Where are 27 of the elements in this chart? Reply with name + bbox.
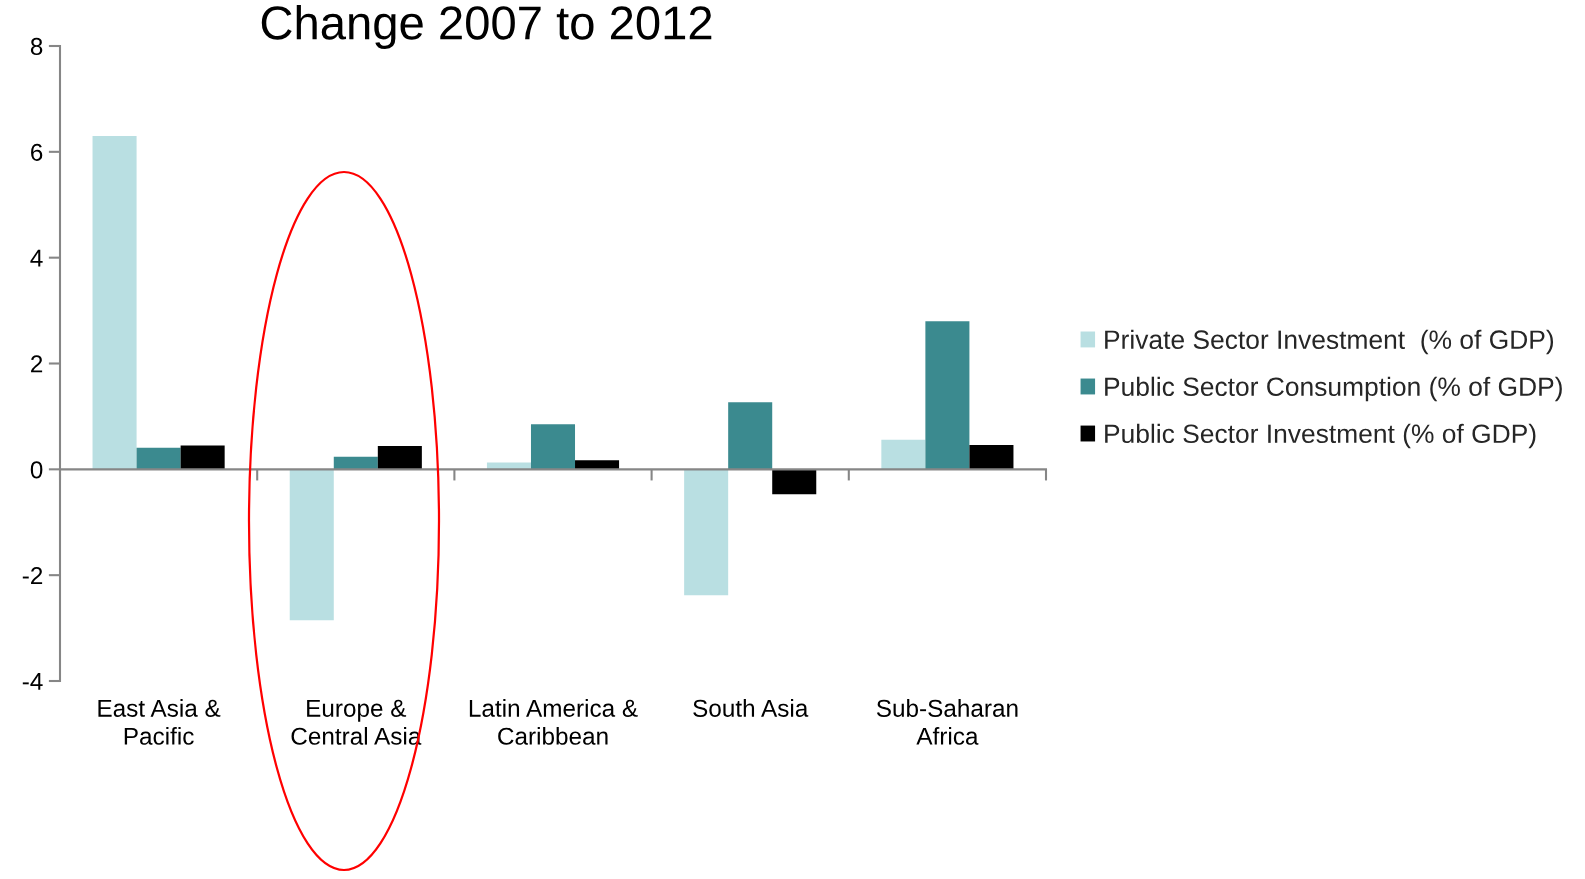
y-tick-label: -2 <box>22 567 43 584</box>
x-tick-label: Latin America & Caribbean <box>469 699 638 745</box>
y-tick-label: 0 <box>30 461 43 479</box>
chart-title: Change 2007 to 2012 <box>261 4 712 50</box>
bar <box>289 469 334 621</box>
x-tick-label: South Asia <box>693 699 809 717</box>
bar <box>180 445 225 470</box>
legend-label: Public Sector Consumption (% of GDP) <box>1105 376 1562 402</box>
legend-label: Private Sector Investment (% of GDP) <box>1105 329 1554 355</box>
x-tick-label: East Asia & Pacific <box>98 699 221 745</box>
bar <box>772 469 817 495</box>
y-tick-label: 4 <box>30 249 43 267</box>
bar <box>684 469 729 596</box>
bar <box>969 444 1014 470</box>
bar <box>136 447 181 470</box>
bar <box>377 446 422 470</box>
bar <box>881 439 926 470</box>
bar <box>92 135 137 470</box>
y-tick-label: 8 <box>30 37 43 56</box>
legend-label: Public Sector Investment (% of GDP) <box>1105 423 1536 449</box>
y-tick-label: -4 <box>22 673 43 690</box>
x-tick-label: Sub-Saharan Africa <box>876 699 1018 745</box>
y-tick-label: 2 <box>31 355 43 373</box>
y-tick-label: 6 <box>31 143 43 161</box>
bar <box>925 321 970 470</box>
bar <box>728 402 773 470</box>
bar <box>530 424 576 470</box>
